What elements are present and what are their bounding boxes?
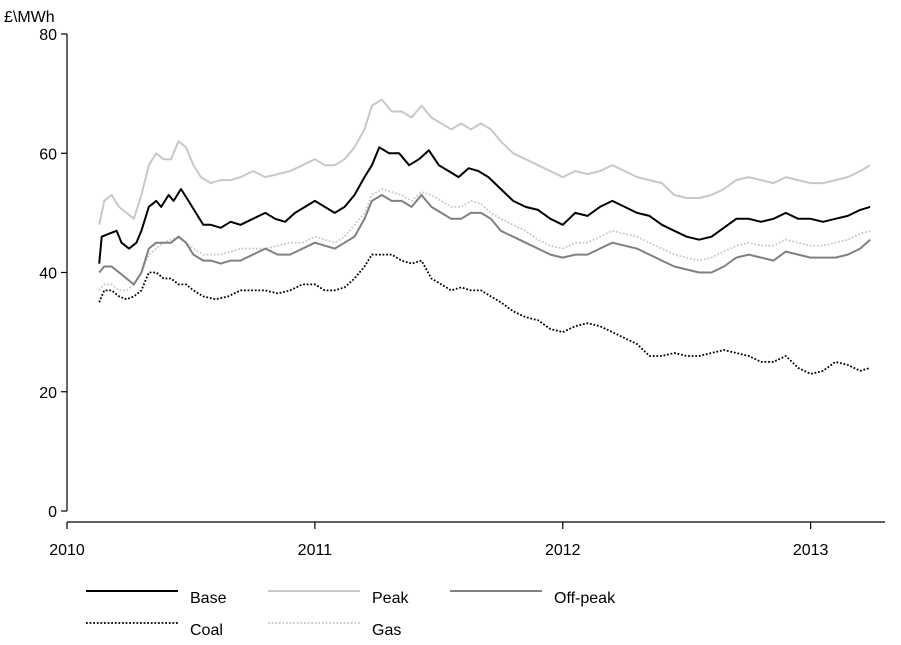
- axes: 0 20 40 60 80 2010 2011 2012 2013: [39, 27, 885, 559]
- x-tick-label: 2011: [298, 542, 333, 559]
- series-line-off-peak: [98, 194, 871, 286]
- y-tick-label: 0: [48, 504, 57, 521]
- plot-series: [98, 98, 871, 375]
- y-tick-label: 40: [39, 266, 57, 283]
- legend-item: Off-peak: [450, 590, 616, 607]
- y-tick-label: 60: [39, 146, 57, 163]
- legend-label: Base: [190, 590, 227, 607]
- legend-label: Off-peak: [554, 590, 616, 607]
- legend: Base Peak Off-peak Coal Gas: [86, 590, 616, 639]
- series-line-peak: [98, 98, 871, 226]
- y-tick-label: 80: [39, 27, 57, 44]
- y-axis-label: £\MWh: [4, 9, 55, 26]
- x-tick-label: 2012: [545, 542, 581, 559]
- legend-label: Peak: [372, 590, 409, 607]
- legend-label: Gas: [372, 622, 401, 639]
- x-tick-label: 2010: [49, 542, 85, 559]
- x-tick-label: 2013: [793, 542, 829, 559]
- y-tick-label: 20: [39, 385, 57, 402]
- legend-item: Peak: [268, 590, 409, 607]
- series-line-base: [98, 146, 871, 264]
- legend-item: Gas: [268, 622, 401, 639]
- series-line-coal: [98, 253, 871, 375]
- legend-item: Coal: [86, 622, 223, 639]
- series-line-gas: [98, 188, 871, 292]
- legend-label: Coal: [190, 622, 223, 639]
- legend-item: Base: [86, 590, 227, 607]
